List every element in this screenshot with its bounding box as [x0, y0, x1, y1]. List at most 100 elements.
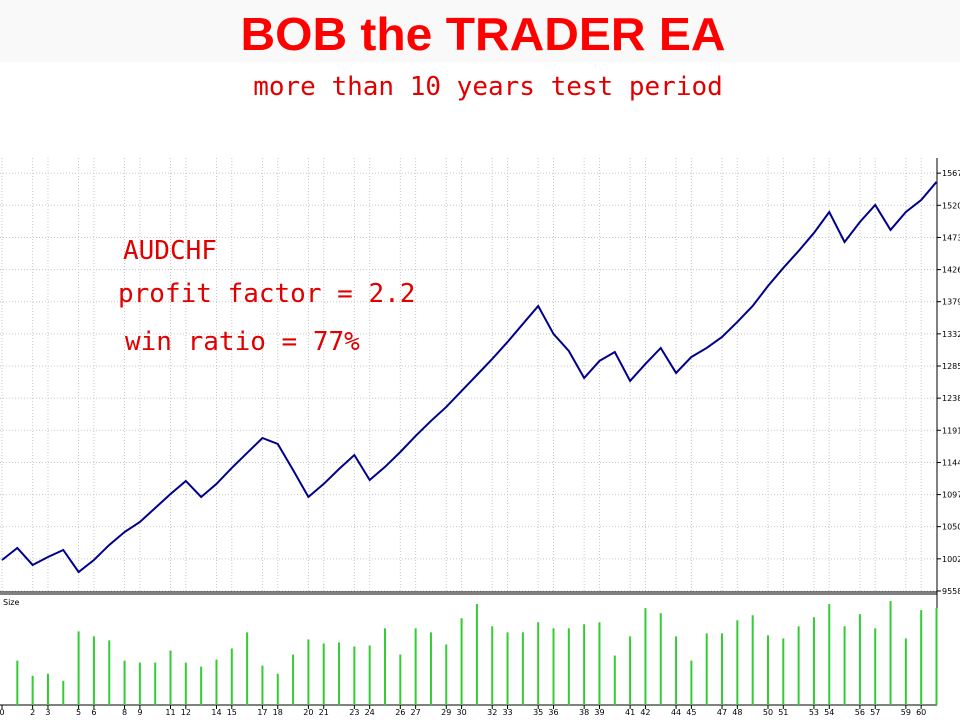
annotation: win ratio = 77% — [125, 327, 360, 357]
x-tick-label: 53 — [809, 708, 819, 717]
size-bar — [675, 636, 678, 705]
size-bar — [322, 643, 325, 705]
size-bar — [552, 628, 555, 705]
x-tick-label: 11 — [165, 708, 175, 717]
y-tick-label: 11912 — [942, 426, 960, 435]
size-bar — [230, 648, 233, 705]
x-tick-label: 50 — [763, 708, 773, 717]
size-bar — [383, 628, 386, 705]
size-bar — [46, 673, 49, 705]
subtitle: more than 10 years test period — [253, 72, 723, 102]
size-bar — [491, 626, 494, 705]
x-tick-label: 6 — [91, 708, 96, 717]
size-bar — [537, 622, 540, 705]
y-tick-label: 10500 — [942, 523, 960, 532]
size-bar — [62, 680, 65, 705]
size-bar — [138, 662, 141, 705]
title-band — [0, 0, 960, 62]
size-bar — [460, 618, 463, 705]
size-bar — [368, 645, 371, 705]
y-tick-label: 10970 — [942, 491, 960, 500]
size-bar — [215, 659, 218, 705]
size-bar — [889, 601, 892, 705]
size-bar — [123, 660, 126, 705]
x-tick-label: 44 — [671, 708, 681, 717]
size-bar — [705, 633, 708, 705]
x-tick-label: 47 — [717, 708, 727, 717]
size-bar — [858, 614, 861, 705]
size-bar — [613, 655, 616, 705]
size-bar — [721, 633, 724, 705]
size-bar — [736, 620, 739, 705]
size-bar — [184, 662, 187, 705]
x-tick-label: 20 — [303, 708, 313, 717]
size-bar — [399, 654, 402, 705]
x-tick-label: 57 — [870, 708, 880, 717]
x-tick-label: 60 — [916, 708, 926, 717]
size-bar — [521, 632, 524, 705]
equity-line — [1, 181, 938, 574]
x-tick-label: 23 — [349, 708, 359, 717]
x-tick-label: 33 — [502, 708, 512, 717]
x-tick-label: 27 — [411, 708, 421, 717]
x-tick-label: 2 — [30, 708, 35, 717]
size-bar — [77, 631, 80, 705]
page-title: BOB the TRADER EA — [241, 8, 726, 60]
x-tick-label: 15 — [227, 708, 237, 717]
x-tick-label: 0 — [0, 708, 5, 717]
size-bar — [843, 626, 846, 705]
y-tick-label: 15679 — [942, 169, 960, 178]
size-bar — [292, 654, 295, 705]
size-bar — [935, 608, 938, 705]
x-tick-label: 30 — [456, 708, 466, 717]
x-tick-label: 54 — [824, 708, 834, 717]
annotation: profit factor = 2.2 — [118, 279, 415, 309]
size-bar — [751, 615, 754, 705]
size-bar — [414, 628, 417, 705]
x-tick-label: 26 — [395, 708, 405, 717]
annotation: AUDCHF — [123, 236, 217, 266]
size-bar — [828, 604, 831, 705]
size-bar — [506, 632, 509, 705]
x-tick-label: 14 — [211, 708, 221, 717]
size-bar — [659, 613, 662, 705]
x-tick-label: 51 — [778, 708, 788, 717]
x-tick-label: 21 — [319, 708, 329, 717]
y-tick-label: 12383 — [942, 394, 960, 403]
size-bar — [108, 640, 111, 705]
size-bar — [92, 636, 95, 705]
size-bar — [782, 638, 785, 705]
x-tick-label: 45 — [686, 708, 696, 717]
size-bar — [583, 624, 586, 705]
y-tick-label: 13325 — [942, 330, 960, 339]
x-tick-label: 17 — [257, 708, 267, 717]
size-bar — [812, 617, 815, 705]
y-tick-label: 15208 — [942, 201, 960, 210]
x-tick-label: 24 — [365, 708, 375, 717]
panel-label: Size — [3, 598, 20, 607]
size-bar — [904, 638, 907, 705]
size-bar — [353, 646, 356, 705]
x-tick-label: 48 — [732, 708, 742, 717]
size-bar — [429, 632, 432, 705]
y-tick-label: 9558 — [942, 587, 960, 596]
size-bar — [338, 642, 341, 705]
size-bar — [690, 660, 693, 705]
x-tick-label: 56 — [855, 708, 865, 717]
x-tick-label: 35 — [533, 708, 543, 717]
x-tick-label: 42 — [640, 708, 650, 717]
size-bar — [154, 662, 157, 705]
x-tick-label: 18 — [273, 708, 283, 717]
x-tick-label: 41 — [625, 708, 635, 717]
size-bar — [445, 644, 448, 705]
x-tick-label: 39 — [594, 708, 604, 717]
x-tick-label: 36 — [548, 708, 558, 717]
size-bar — [766, 635, 769, 705]
size-bar — [598, 622, 601, 705]
x-tick-label: 38 — [579, 708, 589, 717]
size-bar — [797, 626, 800, 705]
size-bar — [261, 665, 264, 705]
y-tick-label: 14737 — [942, 233, 960, 242]
